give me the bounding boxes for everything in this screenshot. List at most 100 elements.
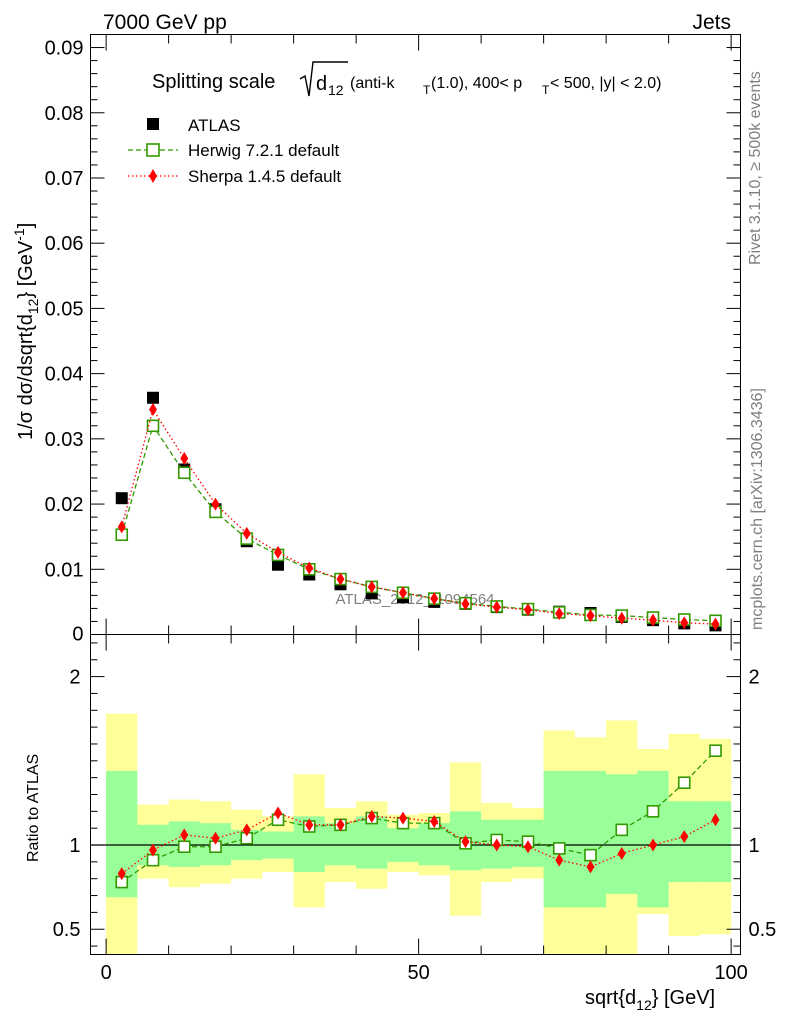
ratio-sherpa-point <box>524 840 532 854</box>
main-y-tick-label: 0.04 <box>45 364 84 386</box>
xlabel-post: } [GeV] <box>652 987 715 1009</box>
title-sub-T2: T <box>542 83 550 97</box>
main-y-tick-label-zero: 0 <box>72 624 83 646</box>
sherpa-point <box>649 613 657 627</box>
ratio-y-tick-label-right: 1 <box>749 835 760 857</box>
ratio-sherpa-point <box>586 860 595 874</box>
ratio-sherpa-point <box>180 828 189 842</box>
legend-atlas-label: ATLAS <box>188 116 241 135</box>
legend: ATLAS Herwig 7.2.1 default Sherpa 1.4.5 … <box>128 116 341 186</box>
ratio-sherpa-point <box>649 838 657 852</box>
ratio-sherpa-point <box>680 830 689 844</box>
ratio-herwig-point <box>615 823 629 837</box>
ratio-sherpa-point <box>242 823 251 837</box>
ylabel-d: -1 <box>11 228 27 241</box>
legend-atlas-marker <box>147 118 159 130</box>
sherpa-point <box>274 545 282 559</box>
atlas-point <box>147 391 159 404</box>
xlabel-pre: sqrt{d <box>585 987 636 1009</box>
herwig-point <box>146 419 160 433</box>
main-y-tick-label: 0.01 <box>45 559 84 581</box>
main-y-tick-label: 0.09 <box>45 38 84 60</box>
legend-herwig-marker <box>146 143 160 157</box>
x-tick-label: 50 <box>408 962 430 984</box>
side-mcplots-label: mcplots.cern.ch [arXiv:1306.3436] <box>749 388 766 630</box>
ratio-sherpa-point <box>211 831 220 845</box>
sherpa-point <box>399 586 407 600</box>
sherpa-point <box>430 592 439 606</box>
ratio-sherpa-point <box>430 814 439 828</box>
title-prefix: Splitting scale <box>152 71 275 93</box>
header-left: 7000 GeV pp <box>103 11 227 34</box>
legend-herwig-label: Herwig 7.2.1 default <box>188 141 339 160</box>
sherpa-point <box>680 616 689 630</box>
ratio-y-tick-label-right: 2 <box>749 667 760 689</box>
title-part1: (anti-k <box>350 75 395 92</box>
x-tick-label: 0 <box>101 962 112 984</box>
plot-title: Splitting scale d 12 (anti-k T (1.0), 40… <box>152 61 662 98</box>
title-part3: < 500, |y| < 2.0) <box>550 75 662 92</box>
ratio-sherpa-line <box>121 812 716 875</box>
sherpa-point <box>336 572 345 586</box>
ratio-sherpa-point <box>367 809 376 823</box>
main-y-label: 1/σ dσ/dsqrt{d12} [GeV-1] <box>11 223 41 440</box>
ratio-herwig-point <box>584 848 597 862</box>
x-axis-label: sqrt{d12} [GeV] <box>585 987 715 1013</box>
ratio-band-stat-bin <box>418 823 450 866</box>
sherpa-point <box>180 451 189 465</box>
svg-text:1/σ dσ/dsqrt{d12} [GeV-1]: 1/σ dσ/dsqrt{d12} [GeV-1] <box>11 223 41 440</box>
ratio-series <box>115 744 722 889</box>
sherpa-point <box>586 609 595 623</box>
herwig-point <box>177 466 191 480</box>
sherpa-point <box>367 580 376 594</box>
sherpa-point <box>555 607 564 621</box>
ratio-sherpa-point <box>274 806 282 820</box>
x-axis: 0 50 100 <box>101 34 748 984</box>
ratio-sherpa-point <box>336 818 345 832</box>
legend-sherpa-marker <box>149 169 157 183</box>
main-y-tick-label: 0.05 <box>45 298 84 320</box>
ratio-sherpa-point <box>117 867 126 881</box>
main-series <box>115 391 722 632</box>
ratio-band-stat-bin <box>356 816 388 869</box>
atlas-point <box>115 492 128 505</box>
main-y-tick-label: 0.08 <box>45 103 84 125</box>
ylabel-c: } [GeV <box>15 240 37 298</box>
ratio-herwig-point <box>177 840 191 854</box>
sherpa-point <box>242 526 251 540</box>
ratio-herwig-point <box>677 776 691 790</box>
main-y-tick-label: 0.03 <box>45 429 84 451</box>
atlas-point <box>272 558 284 571</box>
ratio-sherpa-point <box>555 853 564 867</box>
sherpa-point <box>492 600 501 614</box>
ratio-sherpa-point <box>711 813 720 827</box>
ratio-y-axis: 0.5 0.5 1 1 2 2 <box>53 642 776 947</box>
ratio-band-stat-bin <box>543 770 575 908</box>
ratio-y-tick-label: 1 <box>69 835 80 857</box>
ratio-sherpa-point <box>149 843 157 857</box>
sherpa-point <box>117 520 126 534</box>
sherpa-point <box>211 497 220 511</box>
ratio-sherpa-point <box>399 811 407 825</box>
title-d: d <box>316 73 327 95</box>
x-tick-label: 100 <box>714 962 747 984</box>
sherpa-point <box>305 561 314 575</box>
ratio-bands <box>90 713 741 955</box>
title-part2: (1.0), 400< p <box>431 75 522 92</box>
sherpa-point <box>524 603 532 617</box>
ratio-y-tick-label: 2 <box>69 667 80 689</box>
sherpa-point <box>461 597 470 611</box>
main-y-tick-label: 0.02 <box>45 494 84 516</box>
title-sub-T: T <box>423 83 431 97</box>
main-y-axis: 0.01 0.02 0.03 0.04 0.05 0.06 0.07 0.08 0.09 0 <box>45 38 741 646</box>
ratio-herwig-point <box>552 842 566 855</box>
ylabel-a: 1/σ dσ/dsqrt{d <box>15 314 37 440</box>
xlabel-sub: 12 <box>636 997 652 1013</box>
sherpa-point <box>617 611 626 625</box>
ratio-sherpa-point <box>461 835 470 849</box>
ylabel-e: ] <box>15 223 37 229</box>
ratio-sherpa-point <box>492 838 501 852</box>
ylabel-b: 12 <box>25 298 41 314</box>
main-y-tick-label: 0.07 <box>45 168 84 190</box>
